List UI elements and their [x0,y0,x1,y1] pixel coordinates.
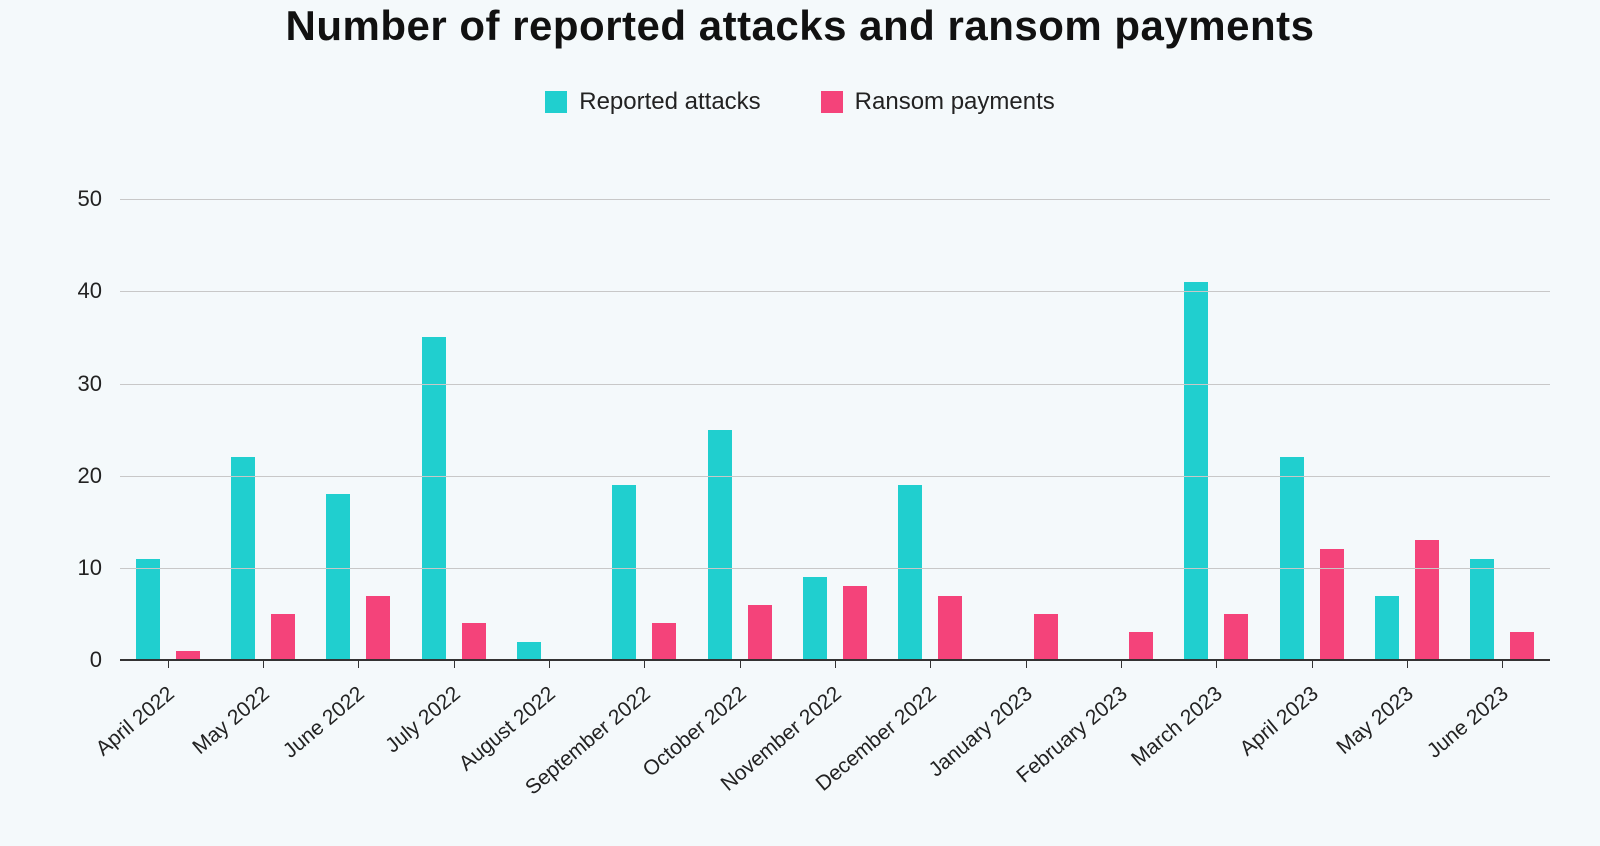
x-tick [1026,660,1027,668]
x-tick [644,660,645,668]
legend-label-reported-attacks: Reported attacks [579,88,760,116]
bar-ransom-payments [1129,632,1153,660]
x-tick [1121,660,1122,668]
x-tick [1502,660,1503,668]
x-axis-label: May 2023 [1332,682,1418,760]
y-tick-label: 30 [42,371,120,397]
bar-ransom-payments [366,596,390,661]
bar-ransom-payments [1510,632,1534,660]
x-tick [549,660,550,668]
x-tick [740,660,741,668]
x-axis-label: March 2023 [1127,682,1227,772]
bar-ransom-payments [843,586,867,660]
x-tick [1407,660,1408,668]
chart-legend: Reported attacks Ransom payments [40,88,1560,116]
legend-item-reported-attacks: Reported attacks [545,88,760,116]
bar-ransom-payments [1224,614,1248,660]
y-tick-label: 20 [42,463,120,489]
bar-reported-attacks [803,577,827,660]
y-tick-label: 50 [42,186,120,212]
x-axis-label: July 2022 [381,682,465,758]
bar-reported-attacks [1470,559,1494,660]
bar-reported-attacks [612,485,636,660]
bar-reported-attacks [231,457,255,660]
y-tick-label: 0 [42,647,120,673]
x-axis-label: May 2022 [188,682,274,760]
bar-ransom-payments [1320,549,1344,660]
gridline [120,384,1550,385]
x-tick [1216,660,1217,668]
y-tick-label: 10 [42,555,120,581]
bar-ransom-payments [652,623,676,660]
legend-item-ransom-payments: Ransom payments [821,88,1055,116]
legend-label-ransom-payments: Ransom payments [855,88,1055,116]
bar-reported-attacks [136,559,160,660]
bar-reported-attacks [1375,596,1399,661]
bars-layer [120,190,1550,660]
bar-ransom-payments [462,623,486,660]
x-axis-label: June 2023 [1423,682,1514,763]
gridline [120,476,1550,477]
bar-ransom-payments [938,596,962,661]
y-tick-label: 40 [42,278,120,304]
gridline [120,199,1550,200]
bar-reported-attacks [517,642,541,660]
plot-area: 01020304050 [120,190,1550,660]
bar-ransom-payments [1415,540,1439,660]
gridline [120,291,1550,292]
x-tick [454,660,455,668]
bar-ransom-payments [1034,614,1058,660]
x-tick [168,660,169,668]
x-axis-label: April 2022 [91,682,179,761]
bar-ransom-payments [271,614,295,660]
x-tick [263,660,264,668]
bar-reported-attacks [1184,282,1208,660]
bar-reported-attacks [708,430,732,660]
x-tick [358,660,359,668]
x-tick [835,660,836,668]
bar-ransom-payments [748,605,772,660]
x-axis-labels: April 2022May 2022June 2022July 2022Augu… [120,670,1550,830]
x-tick [930,660,931,668]
bar-reported-attacks [1280,457,1304,660]
bar-reported-attacks [422,337,446,660]
x-axis-label: April 2023 [1235,682,1323,761]
chart-title: Number of reported attacks and ransom pa… [40,0,1560,50]
x-axis-label: June 2022 [279,682,370,763]
x-tick [1312,660,1313,668]
legend-swatch-reported-attacks [545,91,567,113]
gridline [120,568,1550,569]
legend-swatch-ransom-payments [821,91,843,113]
bar-reported-attacks [898,485,922,660]
attacks-ransom-chart: Number of reported attacks and ransom pa… [0,0,1600,846]
bar-reported-attacks [326,494,350,660]
